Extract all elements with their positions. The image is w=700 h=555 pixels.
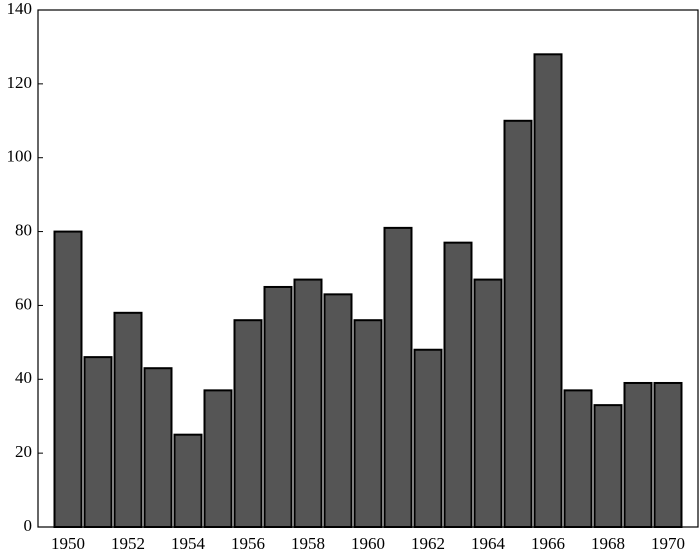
bar bbox=[233, 319, 263, 529]
x-tick-label: 1964 bbox=[471, 534, 506, 553]
bar bbox=[653, 381, 683, 528]
bar bbox=[53, 230, 83, 528]
bar bbox=[353, 319, 383, 529]
bar bbox=[113, 311, 143, 529]
y-tick-label: 80 bbox=[15, 220, 32, 239]
bar bbox=[293, 278, 323, 529]
y-tick-label: 0 bbox=[24, 516, 33, 535]
x-tick-label: 1966 bbox=[531, 534, 565, 553]
x-tick-label: 1962 bbox=[411, 534, 445, 553]
x-tick-label: 1960 bbox=[351, 534, 385, 553]
y-tick-label: 60 bbox=[15, 294, 32, 313]
bar bbox=[173, 433, 203, 528]
x-tick-label: 1952 bbox=[111, 534, 145, 553]
bar bbox=[443, 241, 473, 528]
bar bbox=[143, 367, 173, 529]
bar bbox=[473, 278, 503, 529]
bar bbox=[533, 53, 563, 528]
bar bbox=[383, 226, 413, 528]
y-tick-label: 40 bbox=[15, 368, 32, 387]
bar bbox=[593, 404, 623, 528]
x-tick-label: 1958 bbox=[291, 534, 325, 553]
y-tick-label: 20 bbox=[15, 442, 32, 461]
bar bbox=[263, 285, 293, 529]
y-tick-label: 120 bbox=[7, 73, 33, 92]
x-tick-label: 1970 bbox=[651, 534, 685, 553]
y-tick-label: 100 bbox=[7, 147, 33, 166]
bar bbox=[203, 389, 233, 528]
x-tick-label: 1950 bbox=[51, 534, 85, 553]
bar bbox=[503, 119, 533, 529]
bar bbox=[413, 348, 443, 528]
bar bbox=[83, 356, 113, 528]
bar bbox=[323, 293, 353, 528]
y-tick-label: 140 bbox=[7, 0, 33, 18]
x-tick-label: 1954 bbox=[171, 534, 206, 553]
x-tick-label: 1968 bbox=[591, 534, 625, 553]
bar bbox=[623, 381, 653, 528]
x-tick-label: 1956 bbox=[231, 534, 265, 553]
bar bbox=[563, 389, 593, 528]
